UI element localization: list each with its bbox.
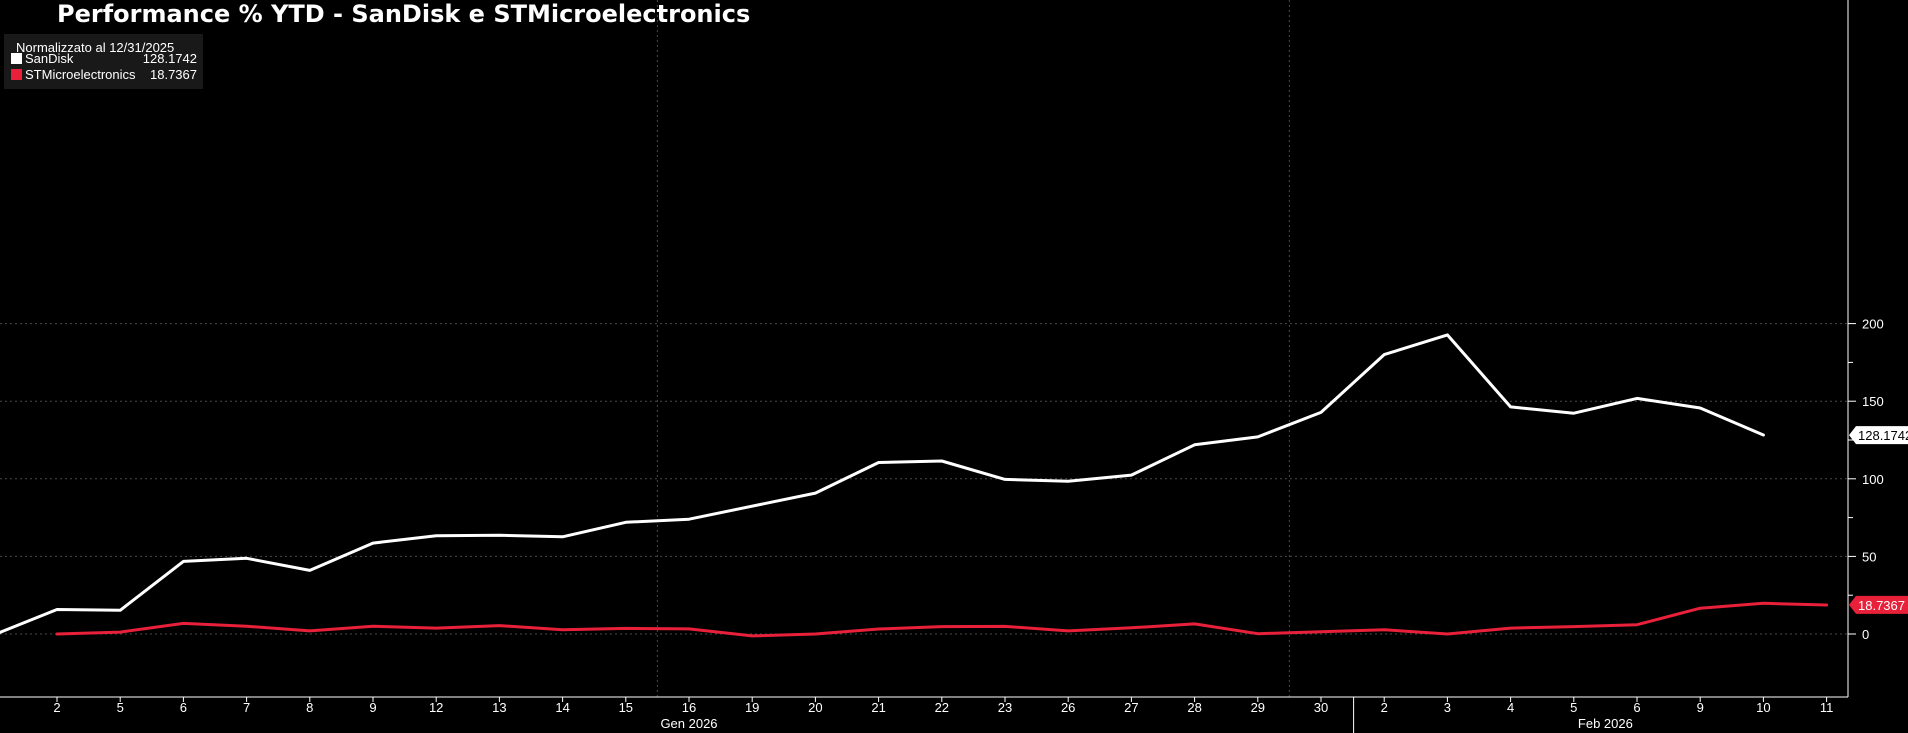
x-tick-label: 15: [619, 700, 633, 715]
series-line-stmicroelectronics: [55, 601, 1829, 638]
x-tick-label: 23: [998, 700, 1012, 715]
period-label: Gen 2026: [660, 716, 717, 731]
legend-swatch: [11, 69, 22, 80]
x-tick-label: 7: [243, 700, 250, 715]
x-tick-label: 9: [369, 700, 376, 715]
y-tick-label: 100: [1862, 472, 1884, 487]
x-tick-label: 16: [682, 700, 696, 715]
y-tick-label: 200: [1862, 317, 1884, 332]
y-tick-label: 150: [1862, 394, 1884, 409]
legend-note: Normalizzato al 12/31/2025: [16, 40, 174, 55]
x-tick-label: 3: [1444, 700, 1451, 715]
x-tick-label: 26: [1061, 700, 1075, 715]
legend-label: STMicroelectronics: [25, 67, 136, 82]
x-tick-label: 20: [808, 700, 822, 715]
x-tick-label: 13: [492, 700, 506, 715]
last-value-label: 18.7367: [1858, 598, 1905, 613]
y-tick-label: 50: [1862, 549, 1876, 564]
legend-swatch: [11, 53, 22, 64]
legend-background: [4, 34, 203, 89]
x-tick-label: 11: [1820, 700, 1834, 715]
last-value-label: 128.1742: [1858, 428, 1908, 443]
x-tick-label: 30: [1314, 700, 1328, 715]
x-tick-label: 21: [871, 700, 885, 715]
legend-label: SanDisk: [25, 51, 74, 66]
last-value-badge: [1849, 426, 1908, 445]
y-tick-label: 0: [1862, 627, 1869, 642]
series-line-sandisk: [0, 333, 1765, 634]
x-tick-label: 2: [1381, 700, 1388, 715]
x-tick-label: 2: [53, 700, 60, 715]
last-value-badges: 128.1742 18.7367: [1849, 426, 1908, 614]
x-tick-label: 6: [1633, 700, 1640, 715]
x-tick-label: 27: [1124, 700, 1138, 715]
grid: [0, 0, 1848, 697]
x-tick-label: 19: [745, 700, 759, 715]
x-tick-label: 9: [1697, 700, 1704, 715]
x-tick-label: 10: [1756, 700, 1770, 715]
legend: Normalizzato al 12/31/2025 SanDisk 128.17…: [4, 34, 203, 89]
chart-title: Performance % YTD - SanDisk e STMicroele…: [57, 0, 750, 28]
legend-value: 128.1742: [143, 51, 197, 66]
x-tick-label: 29: [1251, 700, 1265, 715]
x-tick-label: 5: [117, 700, 124, 715]
last-value-badge: [1849, 595, 1908, 614]
x-tick-label: 14: [555, 700, 569, 715]
x-tick-label: 28: [1187, 700, 1201, 715]
x-tick-label: 6: [180, 700, 187, 715]
legend-value: 18.7367: [150, 67, 197, 82]
x-tick-label: 8: [306, 700, 313, 715]
x-tick-label: 4: [1507, 700, 1514, 715]
period-label: Feb 2026: [1578, 716, 1633, 731]
x-tick-label: 5: [1570, 700, 1577, 715]
x-tick-label: 12: [429, 700, 443, 715]
series-lines: [0, 333, 1829, 638]
x-tick-label: 22: [935, 700, 949, 715]
